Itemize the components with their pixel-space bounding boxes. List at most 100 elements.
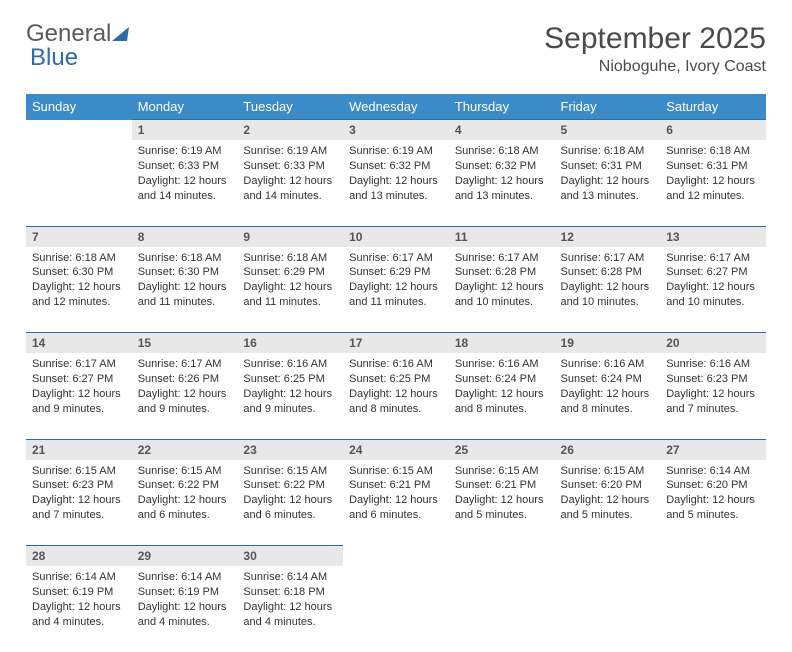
daylight-text: Daylight: 12 hours and 11 minutes.	[243, 280, 337, 310]
day-content-cell: Sunrise: 6:17 AMSunset: 6:28 PMDaylight:…	[449, 247, 555, 333]
day-content-cell: Sunrise: 6:16 AMSunset: 6:24 PMDaylight:…	[449, 353, 555, 439]
day-content-cell: Sunrise: 6:19 AMSunset: 6:33 PMDaylight:…	[237, 140, 343, 226]
day-content-cell	[26, 140, 132, 226]
day-number-cell: 13	[660, 226, 766, 247]
sunrise-text: Sunrise: 6:15 AM	[455, 464, 549, 479]
daylight-text: Daylight: 12 hours and 7 minutes.	[666, 387, 760, 417]
sunset-text: Sunset: 6:22 PM	[243, 478, 337, 493]
sunset-text: Sunset: 6:28 PM	[561, 265, 655, 280]
weekday-header-row: Sunday Monday Tuesday Wednesday Thursday…	[26, 94, 766, 120]
daylight-text: Daylight: 12 hours and 8 minutes.	[349, 387, 443, 417]
day-number-cell: 23	[237, 439, 343, 460]
daylight-text: Daylight: 12 hours and 5 minutes.	[561, 493, 655, 523]
daylight-text: Daylight: 12 hours and 4 minutes.	[243, 600, 337, 630]
sunset-text: Sunset: 6:25 PM	[243, 372, 337, 387]
day-content-cell: Sunrise: 6:18 AMSunset: 6:31 PMDaylight:…	[555, 140, 661, 226]
day-content-cell	[555, 566, 661, 652]
daylight-text: Daylight: 12 hours and 4 minutes.	[138, 600, 232, 630]
sunset-text: Sunset: 6:27 PM	[32, 372, 126, 387]
day-content-cell: Sunrise: 6:19 AMSunset: 6:32 PMDaylight:…	[343, 140, 449, 226]
logo-triangle-icon	[112, 27, 129, 41]
daylight-text: Daylight: 12 hours and 13 minutes.	[455, 174, 549, 204]
day-number-cell: 8	[132, 226, 238, 247]
day-number-cell: 11	[449, 226, 555, 247]
sunset-text: Sunset: 6:29 PM	[349, 265, 443, 280]
sunset-text: Sunset: 6:32 PM	[455, 159, 549, 174]
day-content-cell: Sunrise: 6:17 AMSunset: 6:29 PMDaylight:…	[343, 247, 449, 333]
sunset-text: Sunset: 6:20 PM	[561, 478, 655, 493]
day-content-cell: Sunrise: 6:14 AMSunset: 6:20 PMDaylight:…	[660, 460, 766, 546]
daylight-text: Daylight: 12 hours and 9 minutes.	[243, 387, 337, 417]
sunrise-text: Sunrise: 6:15 AM	[243, 464, 337, 479]
day-number-cell: 27	[660, 439, 766, 460]
weekday-header: Saturday	[660, 94, 766, 120]
day-content-cell: Sunrise: 6:18 AMSunset: 6:32 PMDaylight:…	[449, 140, 555, 226]
sunset-text: Sunset: 6:30 PM	[32, 265, 126, 280]
sunrise-text: Sunrise: 6:16 AM	[666, 357, 760, 372]
sunrise-text: Sunrise: 6:17 AM	[561, 251, 655, 266]
weekday-header: Sunday	[26, 94, 132, 120]
daylight-text: Daylight: 12 hours and 9 minutes.	[138, 387, 232, 417]
sunrise-text: Sunrise: 6:16 AM	[349, 357, 443, 372]
day-content-row: Sunrise: 6:18 AMSunset: 6:30 PMDaylight:…	[26, 247, 766, 333]
day-content-cell: Sunrise: 6:16 AMSunset: 6:25 PMDaylight:…	[237, 353, 343, 439]
sunrise-text: Sunrise: 6:14 AM	[32, 570, 126, 585]
day-number-cell	[660, 546, 766, 567]
day-content-cell: Sunrise: 6:17 AMSunset: 6:27 PMDaylight:…	[660, 247, 766, 333]
sunset-text: Sunset: 6:23 PM	[32, 478, 126, 493]
day-content-row: Sunrise: 6:15 AMSunset: 6:23 PMDaylight:…	[26, 460, 766, 546]
day-content-cell: Sunrise: 6:16 AMSunset: 6:24 PMDaylight:…	[555, 353, 661, 439]
sunset-text: Sunset: 6:31 PM	[561, 159, 655, 174]
sunrise-text: Sunrise: 6:17 AM	[666, 251, 760, 266]
location-label: Nioboguhe, Ivory Coast	[544, 58, 766, 76]
day-number-cell: 1	[132, 120, 238, 141]
daylight-text: Daylight: 12 hours and 8 minutes.	[455, 387, 549, 417]
daylight-text: Daylight: 12 hours and 10 minutes.	[455, 280, 549, 310]
day-content-cell: Sunrise: 6:15 AMSunset: 6:22 PMDaylight:…	[237, 460, 343, 546]
day-content-cell: Sunrise: 6:15 AMSunset: 6:20 PMDaylight:…	[555, 460, 661, 546]
sunset-text: Sunset: 6:24 PM	[561, 372, 655, 387]
sunrise-text: Sunrise: 6:17 AM	[349, 251, 443, 266]
sunset-text: Sunset: 6:24 PM	[455, 372, 549, 387]
day-content-cell: Sunrise: 6:17 AMSunset: 6:26 PMDaylight:…	[132, 353, 238, 439]
sunset-text: Sunset: 6:19 PM	[32, 585, 126, 600]
sunset-text: Sunset: 6:19 PM	[138, 585, 232, 600]
sunset-text: Sunset: 6:33 PM	[138, 159, 232, 174]
day-content-row: Sunrise: 6:14 AMSunset: 6:19 PMDaylight:…	[26, 566, 766, 652]
day-number-cell	[555, 546, 661, 567]
day-content-cell	[449, 566, 555, 652]
sunset-text: Sunset: 6:23 PM	[666, 372, 760, 387]
sunset-text: Sunset: 6:21 PM	[349, 478, 443, 493]
sunrise-text: Sunrise: 6:18 AM	[138, 251, 232, 266]
day-number-cell: 26	[555, 439, 661, 460]
daylight-text: Daylight: 12 hours and 6 minutes.	[243, 493, 337, 523]
sunrise-text: Sunrise: 6:18 AM	[666, 144, 760, 159]
day-content-cell: Sunrise: 6:17 AMSunset: 6:27 PMDaylight:…	[26, 353, 132, 439]
day-number-cell: 29	[132, 546, 238, 567]
sunrise-text: Sunrise: 6:14 AM	[666, 464, 760, 479]
sunset-text: Sunset: 6:18 PM	[243, 585, 337, 600]
day-number-row: 78910111213	[26, 226, 766, 247]
daylight-text: Daylight: 12 hours and 12 minutes.	[32, 280, 126, 310]
daylight-text: Daylight: 12 hours and 12 minutes.	[666, 174, 760, 204]
day-number-cell: 9	[237, 226, 343, 247]
brand-logo: General Blue	[26, 22, 128, 70]
day-content-row: Sunrise: 6:19 AM Sunset: 6:33 PM Daylight:…	[26, 140, 766, 226]
day-content-cell: Sunrise: 6:15 AMSunset: 6:21 PMDaylight:…	[449, 460, 555, 546]
sunrise-text: Sunrise: 6:19 AM	[243, 144, 337, 159]
sunset-text: Sunset: 6:31 PM	[666, 159, 760, 174]
day-content-row: Sunrise: 6:17 AMSunset: 6:27 PMDaylight:…	[26, 353, 766, 439]
daylight-text: Daylight: 12 hours and 5 minutes.	[455, 493, 549, 523]
daylight-text: Daylight: 12 hours and 5 minutes.	[666, 493, 760, 523]
weekday-header: Tuesday	[237, 94, 343, 120]
sunrise-text: Sunrise: 6:16 AM	[455, 357, 549, 372]
sunrise-text: Sunrise: 6:17 AM	[455, 251, 549, 266]
daylight-text: Daylight: 12 hours and 13 minutes.	[349, 174, 443, 204]
daylight-text: Daylight: 12 hours and 7 minutes.	[32, 493, 126, 523]
weekday-header: Wednesday	[343, 94, 449, 120]
daylight-text: Daylight: 12 hours and 10 minutes.	[666, 280, 760, 310]
page-header: General Blue September 2025 Nioboguhe, I…	[26, 22, 766, 76]
day-number-cell: 24	[343, 439, 449, 460]
day-number-cell: 25	[449, 439, 555, 460]
daylight-text: Daylight: 12 hours and 8 minutes.	[561, 387, 655, 417]
